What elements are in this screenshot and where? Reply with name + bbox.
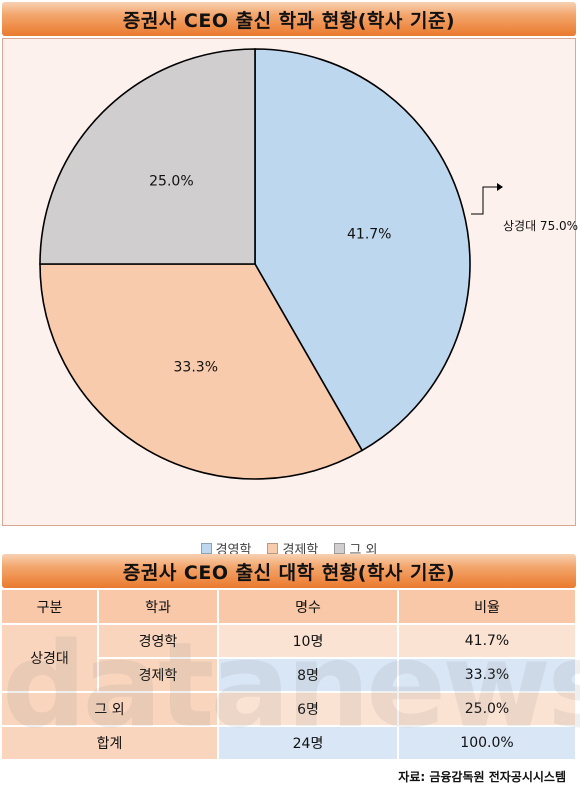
table-row: 그 외 6명 25.0%: [2, 692, 577, 727]
table-row: 합계 24명 100.0%: [2, 726, 577, 761]
university-table-area: 구분 학과 명수 비율 상경대 경영학 10명 41.7% 경제학 8명 33.…: [2, 590, 580, 762]
table-header-row: 구분 학과 명수 비율: [2, 590, 577, 625]
legend-swatch-1: [267, 543, 279, 554]
source-text: 자료: 금융감독원 전자공시시스템: [398, 770, 566, 784]
count-cell: 6명: [218, 692, 399, 727]
header-count: 명수: [218, 590, 399, 625]
callout-text: 상경대 75.0%: [503, 219, 579, 233]
table-row: 상경대 경영학 10명 41.7%: [2, 624, 577, 693]
dept-cell: 합계: [2, 726, 219, 761]
group-cell: 상경대: [2, 624, 99, 693]
table-row: 경제학 8명 33.3%: [2, 658, 577, 693]
ratio-cell: 41.7%: [398, 624, 577, 659]
pie-chart-area: 41.7% 33.3% 25.0% 상경대 75.0% 경영학 경제학 그 외: [2, 38, 578, 558]
count-cell: 8명: [218, 658, 399, 693]
data-label-1: 33.3%: [174, 359, 218, 375]
dept-cell: 경제학: [98, 658, 219, 693]
pie-chart: 41.7% 33.3% 25.0%: [39, 48, 503, 480]
header-group: 구분: [2, 590, 99, 625]
slice-other: [39, 48, 256, 265]
table-title: 증권사 CEO 출신 대학 현황(학사 기준): [122, 561, 456, 584]
slice-business: [254, 48, 471, 452]
callout-arrow: [497, 183, 503, 191]
data-label-0: 41.7%: [347, 227, 391, 243]
ratio-cell: 33.3%: [398, 658, 577, 693]
callout-label: 상경대 75.0%: [503, 217, 578, 234]
ratio-cell: 100.0%: [398, 726, 577, 761]
dept-cell: 그 외: [2, 692, 219, 727]
dept-cell: 경영학: [98, 624, 219, 659]
count-cell: 10명: [218, 624, 399, 659]
chart-title-banner: 증권사 CEO 출신 학과 현황(학사 기준): [2, 2, 576, 36]
count-cell: 24명: [218, 726, 399, 761]
table-title-banner: 증권사 CEO 출신 대학 현황(학사 기준): [2, 554, 576, 588]
source-note: 자료: 금융감독원 전자공시시스템: [398, 768, 566, 785]
legend-swatch-2: [334, 543, 346, 554]
header-ratio: 비율: [398, 590, 577, 625]
university-table: 구분 학과 명수 비율 상경대 경영학 10명 41.7% 경제학 8명 33.…: [2, 590, 577, 761]
ratio-cell: 25.0%: [398, 692, 577, 727]
slice-economics: [39, 263, 364, 480]
chart-title: 증권사 CEO 출신 학과 현황(학사 기준): [122, 9, 456, 32]
header-dept: 학과: [98, 590, 219, 625]
callout-bracket: [471, 186, 497, 215]
data-label-2: 25.0%: [149, 173, 193, 189]
legend-swatch-0: [200, 543, 212, 554]
